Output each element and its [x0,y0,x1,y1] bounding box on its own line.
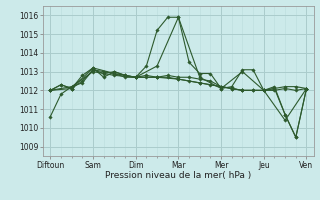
X-axis label: Pression niveau de la mer( hPa ): Pression niveau de la mer( hPa ) [105,171,252,180]
